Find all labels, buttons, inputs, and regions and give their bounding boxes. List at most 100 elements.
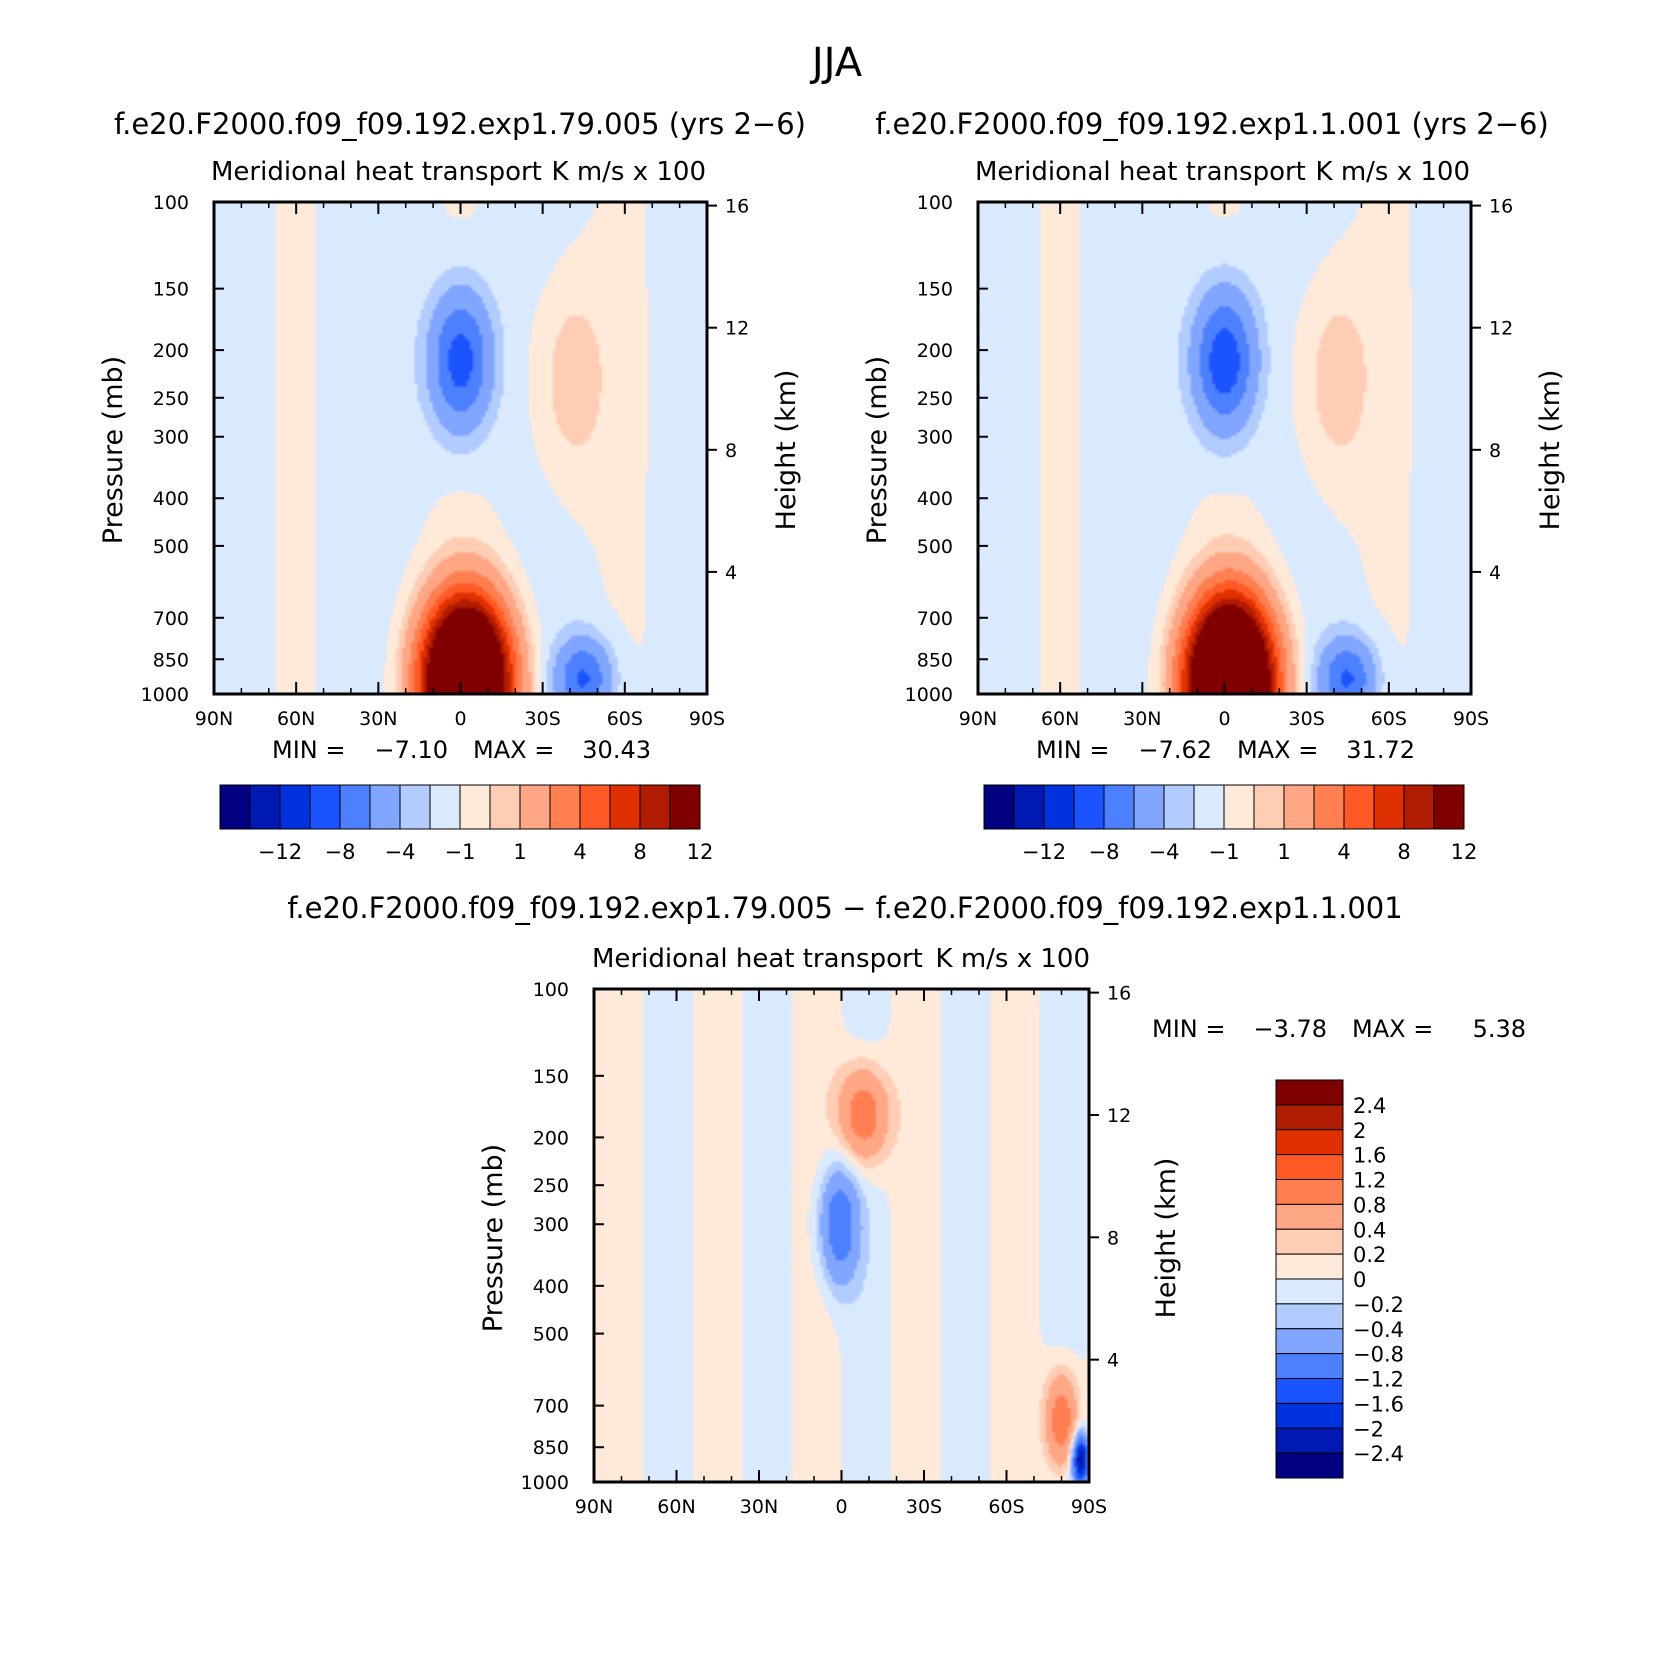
colorbar-swatch xyxy=(1433,784,1465,830)
contour-field xyxy=(594,989,1089,1482)
colorbar-swatch xyxy=(339,784,371,830)
colorbar-swatch xyxy=(1275,1452,1344,1479)
min-label: MIN = xyxy=(1152,1015,1225,1043)
colorbar-swatch xyxy=(1275,1378,1344,1404)
x-tick-label: 90S xyxy=(1071,1496,1107,1518)
colorbar-swatch xyxy=(1013,784,1045,830)
max-label: MAX = xyxy=(1237,736,1318,764)
y2-tick-label: 4 xyxy=(1489,562,1501,584)
y-tick-label: 500 xyxy=(533,1324,569,1346)
colorbar-label: 2.4 xyxy=(1353,1094,1386,1118)
y2-tick-label: 16 xyxy=(1489,196,1513,218)
colorbar-swatch xyxy=(1275,1228,1344,1255)
colorbar-label: 2 xyxy=(1353,1119,1366,1143)
x-tick-label: 30N xyxy=(740,1496,778,1518)
colorbar-swatch xyxy=(1275,1179,1344,1205)
colorbar: −12 −8 −4 −1 1 4 8 12 xyxy=(983,784,1477,864)
colorbar-swatch xyxy=(1275,1353,1344,1379)
y-tick-label: 300 xyxy=(917,427,953,449)
y-tick-label: 500 xyxy=(153,536,189,558)
colorbar-label: 0.4 xyxy=(1353,1218,1386,1242)
y-tick-label: 700 xyxy=(917,608,953,630)
y-tick-label: 100 xyxy=(153,192,189,214)
colorbar-swatch xyxy=(519,784,551,830)
x-tick-label: 90S xyxy=(689,708,725,730)
colorbar-label: −12 xyxy=(1022,840,1066,864)
colorbar-label: −0.8 xyxy=(1353,1343,1404,1367)
colorbar-label: 1 xyxy=(1277,840,1290,864)
y-tick-label: 850 xyxy=(153,649,189,671)
colorbar-swatch xyxy=(1275,1253,1344,1280)
run1-title: f.e20.F2000.f09_f09.192.exp1.79.005 (yrs… xyxy=(114,107,806,141)
max-label: MAX = xyxy=(1352,1015,1433,1043)
colorbar-label: −12 xyxy=(258,840,302,864)
min-value: −3.78 xyxy=(1253,1015,1327,1043)
colorbar: 2.421.61.20.80.40.20−0.2−0.4−0.8−1.2−1.6… xyxy=(1275,1079,1404,1479)
y-axis-label: Pressure (mb) xyxy=(98,356,129,544)
colorbar-swatch xyxy=(1275,1328,1344,1355)
x-tick-label: 90N xyxy=(195,708,233,730)
plot-title: Meridional heat transport xyxy=(592,944,923,974)
colorbar-label: −1 xyxy=(1209,840,1240,864)
contour-field xyxy=(214,202,707,694)
colorbar-swatch xyxy=(489,784,521,830)
y-tick-label: 300 xyxy=(533,1214,569,1236)
y-tick-label: 700 xyxy=(153,608,189,630)
y2-axis-label: Height (km) xyxy=(1535,370,1566,531)
colorbar-swatch xyxy=(459,784,491,830)
y2-tick-label: 8 xyxy=(725,440,737,462)
colorbar-swatch xyxy=(609,784,641,830)
y2-tick-label: 4 xyxy=(725,562,737,584)
y-tick-label: 100 xyxy=(533,979,569,1001)
colorbar-label: −4 xyxy=(385,840,416,864)
x-tick-label: 60S xyxy=(1371,708,1407,730)
colorbar-swatch xyxy=(309,784,341,830)
colorbar: −12 −8 −4 −1 1 4 8 12 xyxy=(219,784,714,864)
y2-tick-label: 4 xyxy=(1107,1350,1119,1372)
y-tick-label: 250 xyxy=(153,388,189,410)
y2-tick-label: 12 xyxy=(725,318,749,340)
colorbar-label: −8 xyxy=(325,840,356,864)
colorbar-swatch xyxy=(1403,784,1435,830)
x-tick-label: 60S xyxy=(607,708,643,730)
frame: 90N 60N 30N 0 30S 60S 90S 100 150 200 250 300 400 500… xyxy=(141,192,750,730)
colorbar-label: 12 xyxy=(687,840,714,864)
y2-tick-label: 12 xyxy=(1489,318,1513,340)
x-tick-label: 30S xyxy=(1289,708,1325,730)
colorbar-swatch xyxy=(399,784,431,830)
y-tick-label: 250 xyxy=(533,1175,569,1197)
colorbar-swatch xyxy=(429,784,461,830)
colorbar-swatch xyxy=(983,784,1015,830)
x-tick-label: 30S xyxy=(906,1496,942,1518)
colorbar-swatch xyxy=(1283,784,1315,830)
contour-image xyxy=(214,202,707,694)
colorbar-swatch xyxy=(1253,784,1285,830)
colorbar-swatch xyxy=(1043,784,1075,830)
colorbar-label: −8 xyxy=(1089,840,1120,864)
y2-tick-label: 8 xyxy=(1107,1227,1119,1249)
y-tick-label: 700 xyxy=(533,1396,569,1418)
colorbar-swatch xyxy=(1275,1129,1344,1156)
colorbar-swatch xyxy=(1275,1154,1344,1180)
y-tick-label: 400 xyxy=(153,488,189,510)
colorbar-swatch xyxy=(1193,784,1225,830)
colorbar-swatch xyxy=(1223,784,1255,830)
colorbar-swatch xyxy=(1275,1079,1344,1106)
colorbar-label: 0 xyxy=(1353,1268,1366,1292)
diff-title: f.e20.F2000.f09_f09.192.exp1.79.005 − f.… xyxy=(287,891,1402,925)
colorbar-swatch xyxy=(1103,784,1135,830)
colorbar-label: −2.4 xyxy=(1353,1442,1404,1466)
contour-image xyxy=(594,989,1089,1482)
y2-tick-label: 16 xyxy=(1107,983,1131,1005)
colorbar-swatch xyxy=(579,784,611,830)
x-tick-label: 90N xyxy=(959,708,997,730)
panel-run1: Meridional heat transport K m/s x 100 90… xyxy=(98,157,802,864)
colorbar-swatch xyxy=(1313,784,1345,830)
panel-run2: Meridional heat transport K m/s x 100 90… xyxy=(862,157,1566,864)
colorbar-label: −1 xyxy=(445,840,476,864)
y-tick-label: 300 xyxy=(153,427,189,449)
y-tick-label: 400 xyxy=(917,488,953,510)
y-tick-label: 400 xyxy=(533,1276,569,1298)
colorbar-label: −0.2 xyxy=(1353,1293,1404,1317)
min-value: −7.10 xyxy=(374,736,448,764)
